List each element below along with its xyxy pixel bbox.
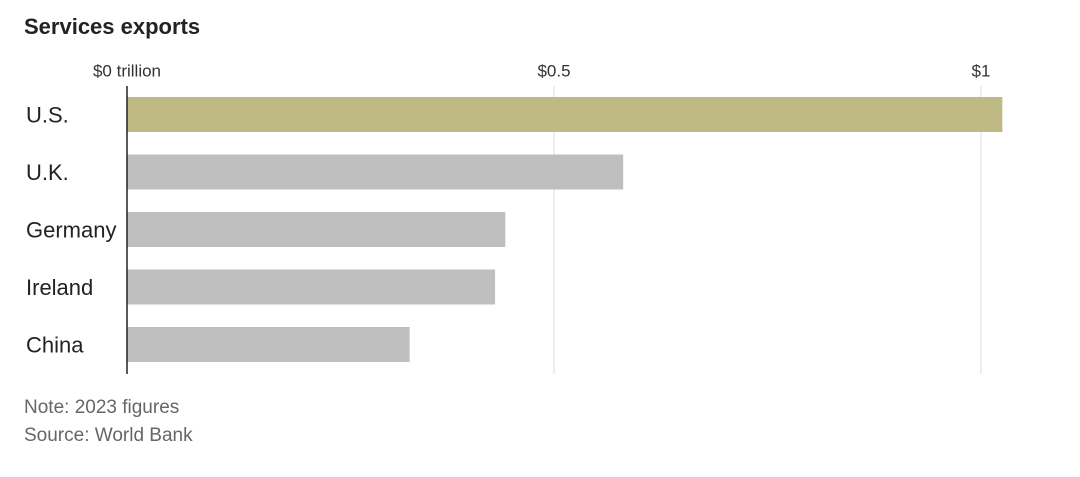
x-tick-label: $0.5 — [537, 61, 570, 80]
bar — [127, 97, 1003, 132]
bar — [127, 154, 624, 190]
chart-title: Services exports — [24, 14, 200, 39]
y-tick-label: U.S. — [26, 102, 69, 127]
bar — [127, 327, 410, 362]
y-tick-label: Germany — [26, 217, 116, 242]
source: Source: World Bank — [24, 425, 193, 446]
bar — [127, 212, 506, 247]
y-tick-label: U.K. — [26, 160, 69, 185]
y-tick-label: China — [26, 332, 84, 357]
y-tick-label: Ireland — [26, 275, 93, 300]
x-tick-label: $1 — [972, 61, 991, 80]
note: Note: 2023 figures — [24, 397, 179, 418]
x-tick-label: $0 trillion — [93, 61, 161, 80]
bar — [127, 269, 496, 305]
